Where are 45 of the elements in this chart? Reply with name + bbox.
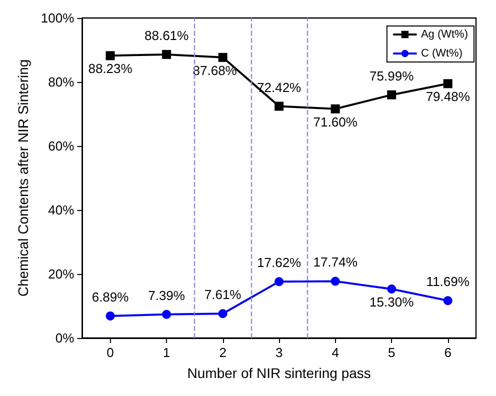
point [443,79,452,88]
x-tick-label: 2 [219,345,226,360]
x-tick-label: 0 [106,345,114,360]
data-label: 7.61% [204,287,242,302]
point [387,284,396,294]
point [162,50,172,59]
y-tick-label: 100% [40,10,75,26]
data-label: 17.62% [257,255,302,270]
data-label: 75.99% [370,68,414,84]
x-tick-label: 5 [388,345,396,360]
data-label: 72.42% [257,80,302,95]
data-label: 6.89% [92,289,130,304]
x-tick-label: 4 [332,345,339,360]
x-tick-label: 3 [275,345,283,360]
legend-label: Ag (Wt%) [420,28,468,40]
data-label: 79.48% [426,89,470,104]
point [274,277,284,286]
data-label: 88.61% [144,28,190,43]
legend-label: C (Wt%) [420,48,462,60]
y-axis-title: Chemical Contents after NIR Sintering [15,59,31,297]
data-label: 88.23% [88,61,133,76]
data-label: 11.69% [426,274,470,290]
point [162,310,172,319]
point [106,51,115,60]
data-label: 87.68% [192,62,238,78]
data-label: 71.60% [313,114,358,130]
point [218,52,228,62]
point [330,104,340,114]
data-label: 7.39% [148,288,186,303]
point [330,276,340,286]
point [218,309,228,318]
data-label: 17.74% [313,254,358,270]
x-tick-label: 1 [162,345,170,360]
point [387,90,396,100]
point [443,296,452,306]
data-label: 15.30% [370,294,414,310]
y-tick-label: 80% [48,74,75,90]
point [106,311,115,320]
y-tick-label: 40% [48,202,75,218]
x-tick-label: 6 [444,345,452,360]
y-tick-label: 0% [55,330,75,346]
point [274,102,284,111]
x-axis-title: Number of NIR sintering pass [187,365,371,381]
y-tick-label: 20% [48,266,75,282]
y-tick-label: 60% [48,138,75,154]
